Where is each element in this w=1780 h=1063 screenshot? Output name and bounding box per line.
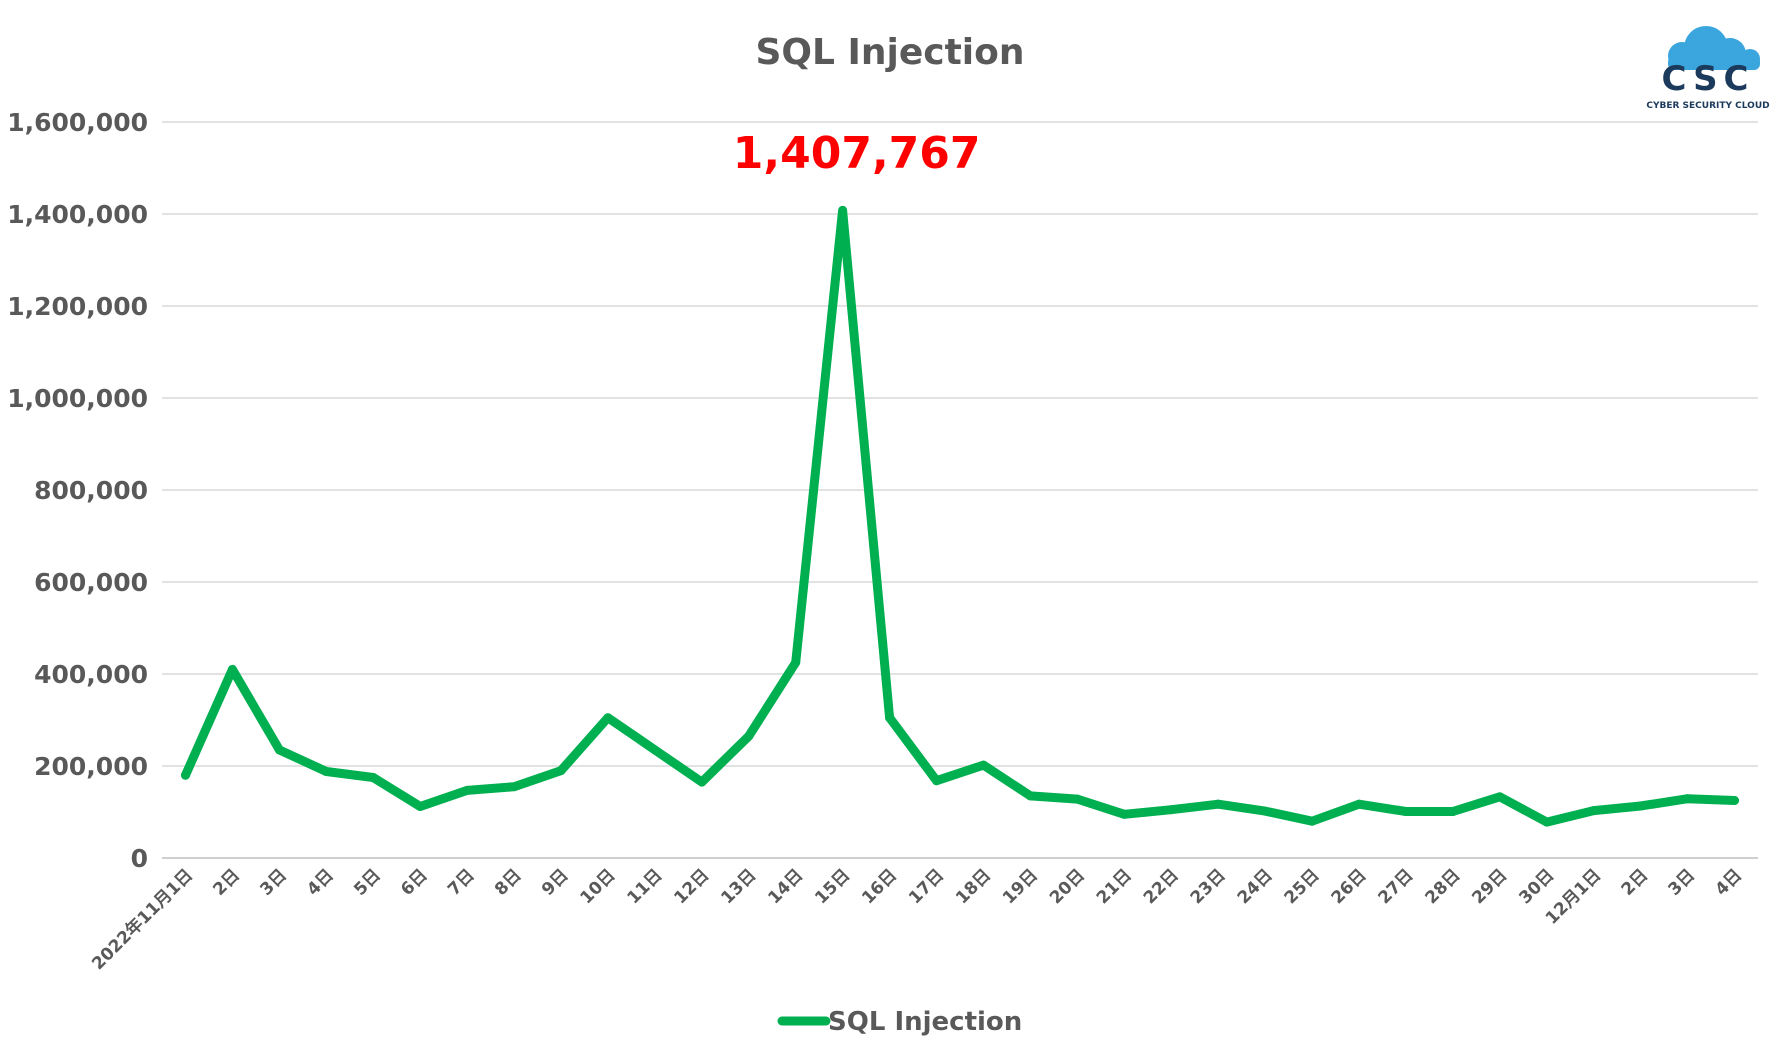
data-point xyxy=(321,767,331,777)
data-point xyxy=(509,782,519,792)
y-tick-label: 1,400,000 xyxy=(7,200,148,229)
logo-wordmark: CSC xyxy=(1661,59,1754,99)
data-point xyxy=(274,745,284,755)
x-tick-label: 2022年11月1日 xyxy=(88,865,197,974)
y-tick-label: 1,600,000 xyxy=(7,108,148,137)
data-point xyxy=(1448,807,1458,817)
data-point xyxy=(1683,794,1693,804)
x-tick-label: 4日 xyxy=(303,865,338,900)
x-tick-label: 10日 xyxy=(577,865,620,908)
x-tick-label: 27日 xyxy=(1375,865,1418,908)
legend: SQL Injection xyxy=(777,1007,1022,1037)
data-point xyxy=(1354,799,1364,809)
x-tick-label: 4日 xyxy=(1712,865,1747,900)
x-tick-label: 14日 xyxy=(764,865,807,908)
y-tick-label: 600,000 xyxy=(34,568,148,597)
y-tick-label: 1,000,000 xyxy=(7,384,148,413)
x-tick-label: 8日 xyxy=(491,865,526,900)
x-tick-label: 17日 xyxy=(905,865,948,908)
x-tick-label: 28日 xyxy=(1422,865,1465,908)
x-tick-label: 18日 xyxy=(952,865,995,908)
data-point xyxy=(368,773,378,782)
data-point xyxy=(1589,806,1599,816)
logo-tagline: CYBER SECURITY CLOUD xyxy=(1646,101,1769,111)
data-point xyxy=(603,713,613,723)
data-point xyxy=(1636,801,1646,811)
data-point xyxy=(462,785,472,795)
data-point xyxy=(697,777,707,787)
x-tick-label: 11日 xyxy=(624,865,667,908)
gridlines xyxy=(162,121,1758,859)
data-point xyxy=(838,205,848,215)
x-tick-label: 3日 xyxy=(256,865,291,900)
x-tick-label: 7日 xyxy=(444,865,479,900)
peak-annotation: 1,407,767 xyxy=(733,128,981,179)
y-tick-label: 400,000 xyxy=(34,660,148,689)
x-tick-label: 3日 xyxy=(1665,865,1700,900)
data-point xyxy=(415,801,425,811)
x-tick-label: 2日 xyxy=(1618,865,1653,900)
data-point xyxy=(744,731,754,741)
x-tick-label: 19日 xyxy=(999,865,1042,908)
data-point xyxy=(1025,791,1035,801)
csc-logo: CSC CYBER SECURITY CLOUD xyxy=(1642,12,1772,112)
legend-label: SQL Injection xyxy=(828,1007,1022,1037)
data-point xyxy=(978,760,988,770)
y-tick-label: 0 xyxy=(131,844,148,873)
x-tick-label: 21日 xyxy=(1093,865,1136,908)
data-point xyxy=(1260,806,1270,816)
x-tick-label: 6日 xyxy=(397,865,432,900)
data-point xyxy=(932,776,942,786)
y-tick-label: 1,200,000 xyxy=(7,292,148,321)
chart-title: SQL Injection xyxy=(755,32,1024,73)
data-point xyxy=(1495,792,1505,802)
y-tick-label: 200,000 xyxy=(34,752,148,781)
x-axis-ticks: 2022年11月1日 2日 3日 4日 5日 6日 7日 8日 9日 10日 11日 12日 13日 14… xyxy=(88,865,1747,974)
y-tick-label: 800,000 xyxy=(34,476,148,505)
x-tick-label: 25日 xyxy=(1281,865,1324,908)
data-point xyxy=(180,770,190,780)
data-point xyxy=(1542,817,1552,827)
data-point xyxy=(885,713,895,723)
data-point xyxy=(556,766,566,776)
x-tick-label: 5日 xyxy=(350,865,385,900)
cloud-icon xyxy=(1668,26,1760,70)
series-line xyxy=(181,205,1739,827)
x-tick-label: 15日 xyxy=(811,865,854,908)
x-tick-label: 29日 xyxy=(1468,865,1511,908)
series-layer xyxy=(180,205,1740,827)
x-tick-label: 22日 xyxy=(1140,865,1183,908)
x-tick-label: 30日 xyxy=(1515,865,1558,908)
x-tick-label: 16日 xyxy=(858,865,901,908)
data-point xyxy=(1072,794,1082,804)
data-point xyxy=(1213,799,1223,809)
x-tick-label: 24日 xyxy=(1234,865,1277,908)
data-point xyxy=(1730,796,1740,805)
x-tick-label: 26日 xyxy=(1328,865,1371,908)
x-tick-label: 12日 xyxy=(670,865,713,908)
data-point xyxy=(1119,809,1129,819)
data-point xyxy=(791,658,801,667)
data-point xyxy=(1401,807,1411,817)
data-point xyxy=(1307,816,1317,826)
data-point xyxy=(1166,805,1176,815)
y-axis-ticks: 0 200,000 400,000 600,000 800,000 1,000,000 1,… xyxy=(7,108,148,873)
x-tick-label: 20日 xyxy=(1046,865,1089,908)
data-point xyxy=(650,745,660,755)
x-tick-label: 23日 xyxy=(1187,865,1230,908)
x-tick-label: 2日 xyxy=(209,865,244,900)
x-tick-label: 9日 xyxy=(538,865,573,900)
x-tick-label: 13日 xyxy=(717,865,760,908)
data-point xyxy=(227,664,237,674)
